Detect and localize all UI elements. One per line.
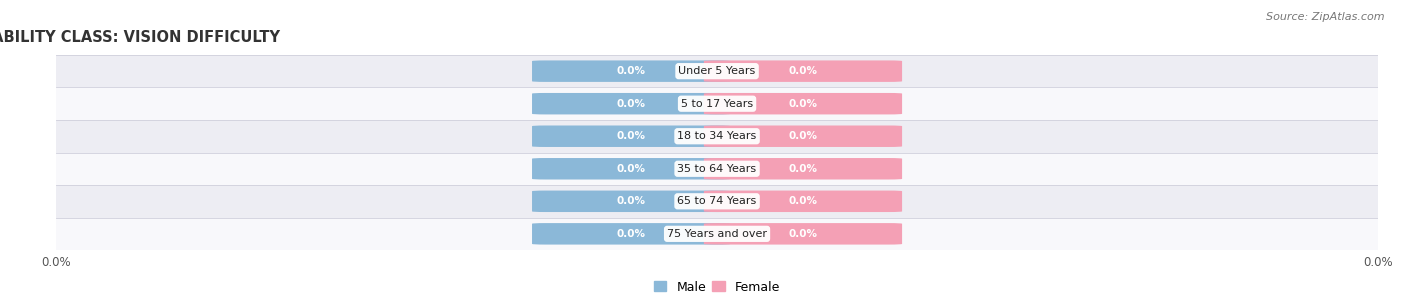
FancyBboxPatch shape bbox=[531, 125, 730, 147]
FancyBboxPatch shape bbox=[704, 191, 903, 212]
Text: 0.0%: 0.0% bbox=[617, 196, 645, 206]
Bar bbox=[56, 88, 1378, 120]
Text: 0.0%: 0.0% bbox=[617, 164, 645, 174]
FancyBboxPatch shape bbox=[704, 223, 903, 245]
FancyBboxPatch shape bbox=[704, 60, 903, 82]
Text: 5 to 17 Years: 5 to 17 Years bbox=[681, 99, 754, 109]
FancyBboxPatch shape bbox=[531, 158, 730, 180]
Text: 0.0%: 0.0% bbox=[617, 66, 645, 76]
Text: 0.0%: 0.0% bbox=[789, 164, 817, 174]
Text: 0.0%: 0.0% bbox=[789, 131, 817, 141]
Text: 0.0%: 0.0% bbox=[789, 196, 817, 206]
Bar bbox=[56, 152, 1378, 185]
Text: Under 5 Years: Under 5 Years bbox=[679, 66, 755, 76]
FancyBboxPatch shape bbox=[531, 60, 730, 82]
Text: DISABILITY CLASS: VISION DIFFICULTY: DISABILITY CLASS: VISION DIFFICULTY bbox=[0, 30, 280, 45]
Bar bbox=[56, 217, 1378, 250]
FancyBboxPatch shape bbox=[531, 191, 730, 212]
Text: 0.0%: 0.0% bbox=[617, 99, 645, 109]
Text: 65 to 74 Years: 65 to 74 Years bbox=[678, 196, 756, 206]
FancyBboxPatch shape bbox=[704, 158, 903, 180]
Text: 0.0%: 0.0% bbox=[617, 131, 645, 141]
FancyBboxPatch shape bbox=[531, 93, 730, 114]
Text: 0.0%: 0.0% bbox=[789, 229, 817, 239]
FancyBboxPatch shape bbox=[704, 125, 903, 147]
Text: 0.0%: 0.0% bbox=[617, 229, 645, 239]
FancyBboxPatch shape bbox=[531, 223, 730, 245]
Text: 18 to 34 Years: 18 to 34 Years bbox=[678, 131, 756, 141]
Text: Source: ZipAtlas.com: Source: ZipAtlas.com bbox=[1267, 12, 1385, 22]
Text: 0.0%: 0.0% bbox=[789, 66, 817, 76]
Bar bbox=[56, 120, 1378, 152]
FancyBboxPatch shape bbox=[704, 93, 903, 114]
Text: 75 Years and over: 75 Years and over bbox=[666, 229, 768, 239]
Text: 35 to 64 Years: 35 to 64 Years bbox=[678, 164, 756, 174]
Legend: Male, Female: Male, Female bbox=[650, 275, 785, 299]
Text: 0.0%: 0.0% bbox=[789, 99, 817, 109]
Bar bbox=[56, 185, 1378, 217]
Bar bbox=[56, 55, 1378, 88]
